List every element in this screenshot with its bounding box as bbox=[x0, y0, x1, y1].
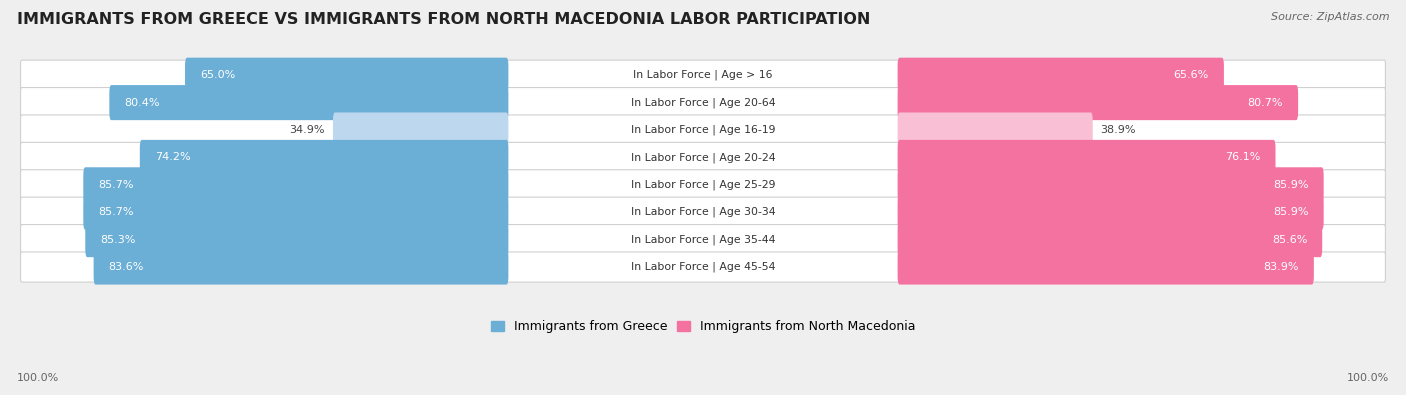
FancyBboxPatch shape bbox=[897, 167, 1323, 202]
Text: 85.7%: 85.7% bbox=[98, 180, 134, 190]
FancyBboxPatch shape bbox=[83, 195, 509, 230]
Text: 85.7%: 85.7% bbox=[98, 207, 134, 217]
Text: 80.7%: 80.7% bbox=[1247, 98, 1284, 107]
Text: 85.6%: 85.6% bbox=[1272, 235, 1308, 245]
FancyBboxPatch shape bbox=[897, 222, 1322, 257]
Text: In Labor Force | Age 35-44: In Labor Force | Age 35-44 bbox=[631, 234, 775, 245]
Legend: Immigrants from Greece, Immigrants from North Macedonia: Immigrants from Greece, Immigrants from … bbox=[486, 316, 920, 339]
FancyBboxPatch shape bbox=[21, 224, 1385, 255]
Text: 100.0%: 100.0% bbox=[17, 373, 59, 383]
Text: 85.3%: 85.3% bbox=[100, 235, 136, 245]
Text: 76.1%: 76.1% bbox=[1225, 152, 1260, 162]
FancyBboxPatch shape bbox=[21, 252, 1385, 282]
FancyBboxPatch shape bbox=[21, 170, 1385, 200]
Text: 74.2%: 74.2% bbox=[155, 152, 191, 162]
FancyBboxPatch shape bbox=[897, 140, 1275, 175]
Text: IMMIGRANTS FROM GREECE VS IMMIGRANTS FROM NORTH MACEDONIA LABOR PARTICIPATION: IMMIGRANTS FROM GREECE VS IMMIGRANTS FRO… bbox=[17, 12, 870, 27]
FancyBboxPatch shape bbox=[333, 113, 509, 148]
Text: 83.9%: 83.9% bbox=[1263, 262, 1299, 272]
Text: 85.9%: 85.9% bbox=[1272, 207, 1309, 217]
FancyBboxPatch shape bbox=[110, 85, 509, 120]
FancyBboxPatch shape bbox=[83, 167, 509, 202]
Text: 65.0%: 65.0% bbox=[200, 70, 235, 80]
Text: In Labor Force | Age 16-19: In Labor Force | Age 16-19 bbox=[631, 125, 775, 135]
FancyBboxPatch shape bbox=[897, 250, 1313, 284]
FancyBboxPatch shape bbox=[21, 115, 1385, 145]
FancyBboxPatch shape bbox=[186, 58, 509, 93]
FancyBboxPatch shape bbox=[897, 195, 1323, 230]
Text: In Labor Force | Age 20-64: In Labor Force | Age 20-64 bbox=[631, 97, 775, 108]
Text: In Labor Force | Age 25-29: In Labor Force | Age 25-29 bbox=[631, 180, 775, 190]
Text: 85.9%: 85.9% bbox=[1272, 180, 1309, 190]
FancyBboxPatch shape bbox=[21, 197, 1385, 227]
Text: 80.4%: 80.4% bbox=[124, 98, 160, 107]
FancyBboxPatch shape bbox=[897, 113, 1092, 148]
Text: In Labor Force | Age 30-34: In Labor Force | Age 30-34 bbox=[631, 207, 775, 218]
FancyBboxPatch shape bbox=[139, 140, 509, 175]
Text: 34.9%: 34.9% bbox=[290, 125, 325, 135]
Text: 65.6%: 65.6% bbox=[1174, 70, 1209, 80]
Text: In Labor Force | Age 45-54: In Labor Force | Age 45-54 bbox=[631, 262, 775, 272]
Text: In Labor Force | Age 20-24: In Labor Force | Age 20-24 bbox=[631, 152, 775, 163]
FancyBboxPatch shape bbox=[897, 85, 1298, 120]
Text: 100.0%: 100.0% bbox=[1347, 373, 1389, 383]
FancyBboxPatch shape bbox=[94, 250, 509, 284]
Text: Source: ZipAtlas.com: Source: ZipAtlas.com bbox=[1271, 12, 1389, 22]
Text: 83.6%: 83.6% bbox=[108, 262, 143, 272]
FancyBboxPatch shape bbox=[897, 58, 1223, 93]
Text: 38.9%: 38.9% bbox=[1101, 125, 1136, 135]
Text: In Labor Force | Age > 16: In Labor Force | Age > 16 bbox=[633, 70, 773, 81]
FancyBboxPatch shape bbox=[21, 60, 1385, 90]
FancyBboxPatch shape bbox=[86, 222, 509, 257]
FancyBboxPatch shape bbox=[21, 142, 1385, 173]
FancyBboxPatch shape bbox=[21, 88, 1385, 118]
